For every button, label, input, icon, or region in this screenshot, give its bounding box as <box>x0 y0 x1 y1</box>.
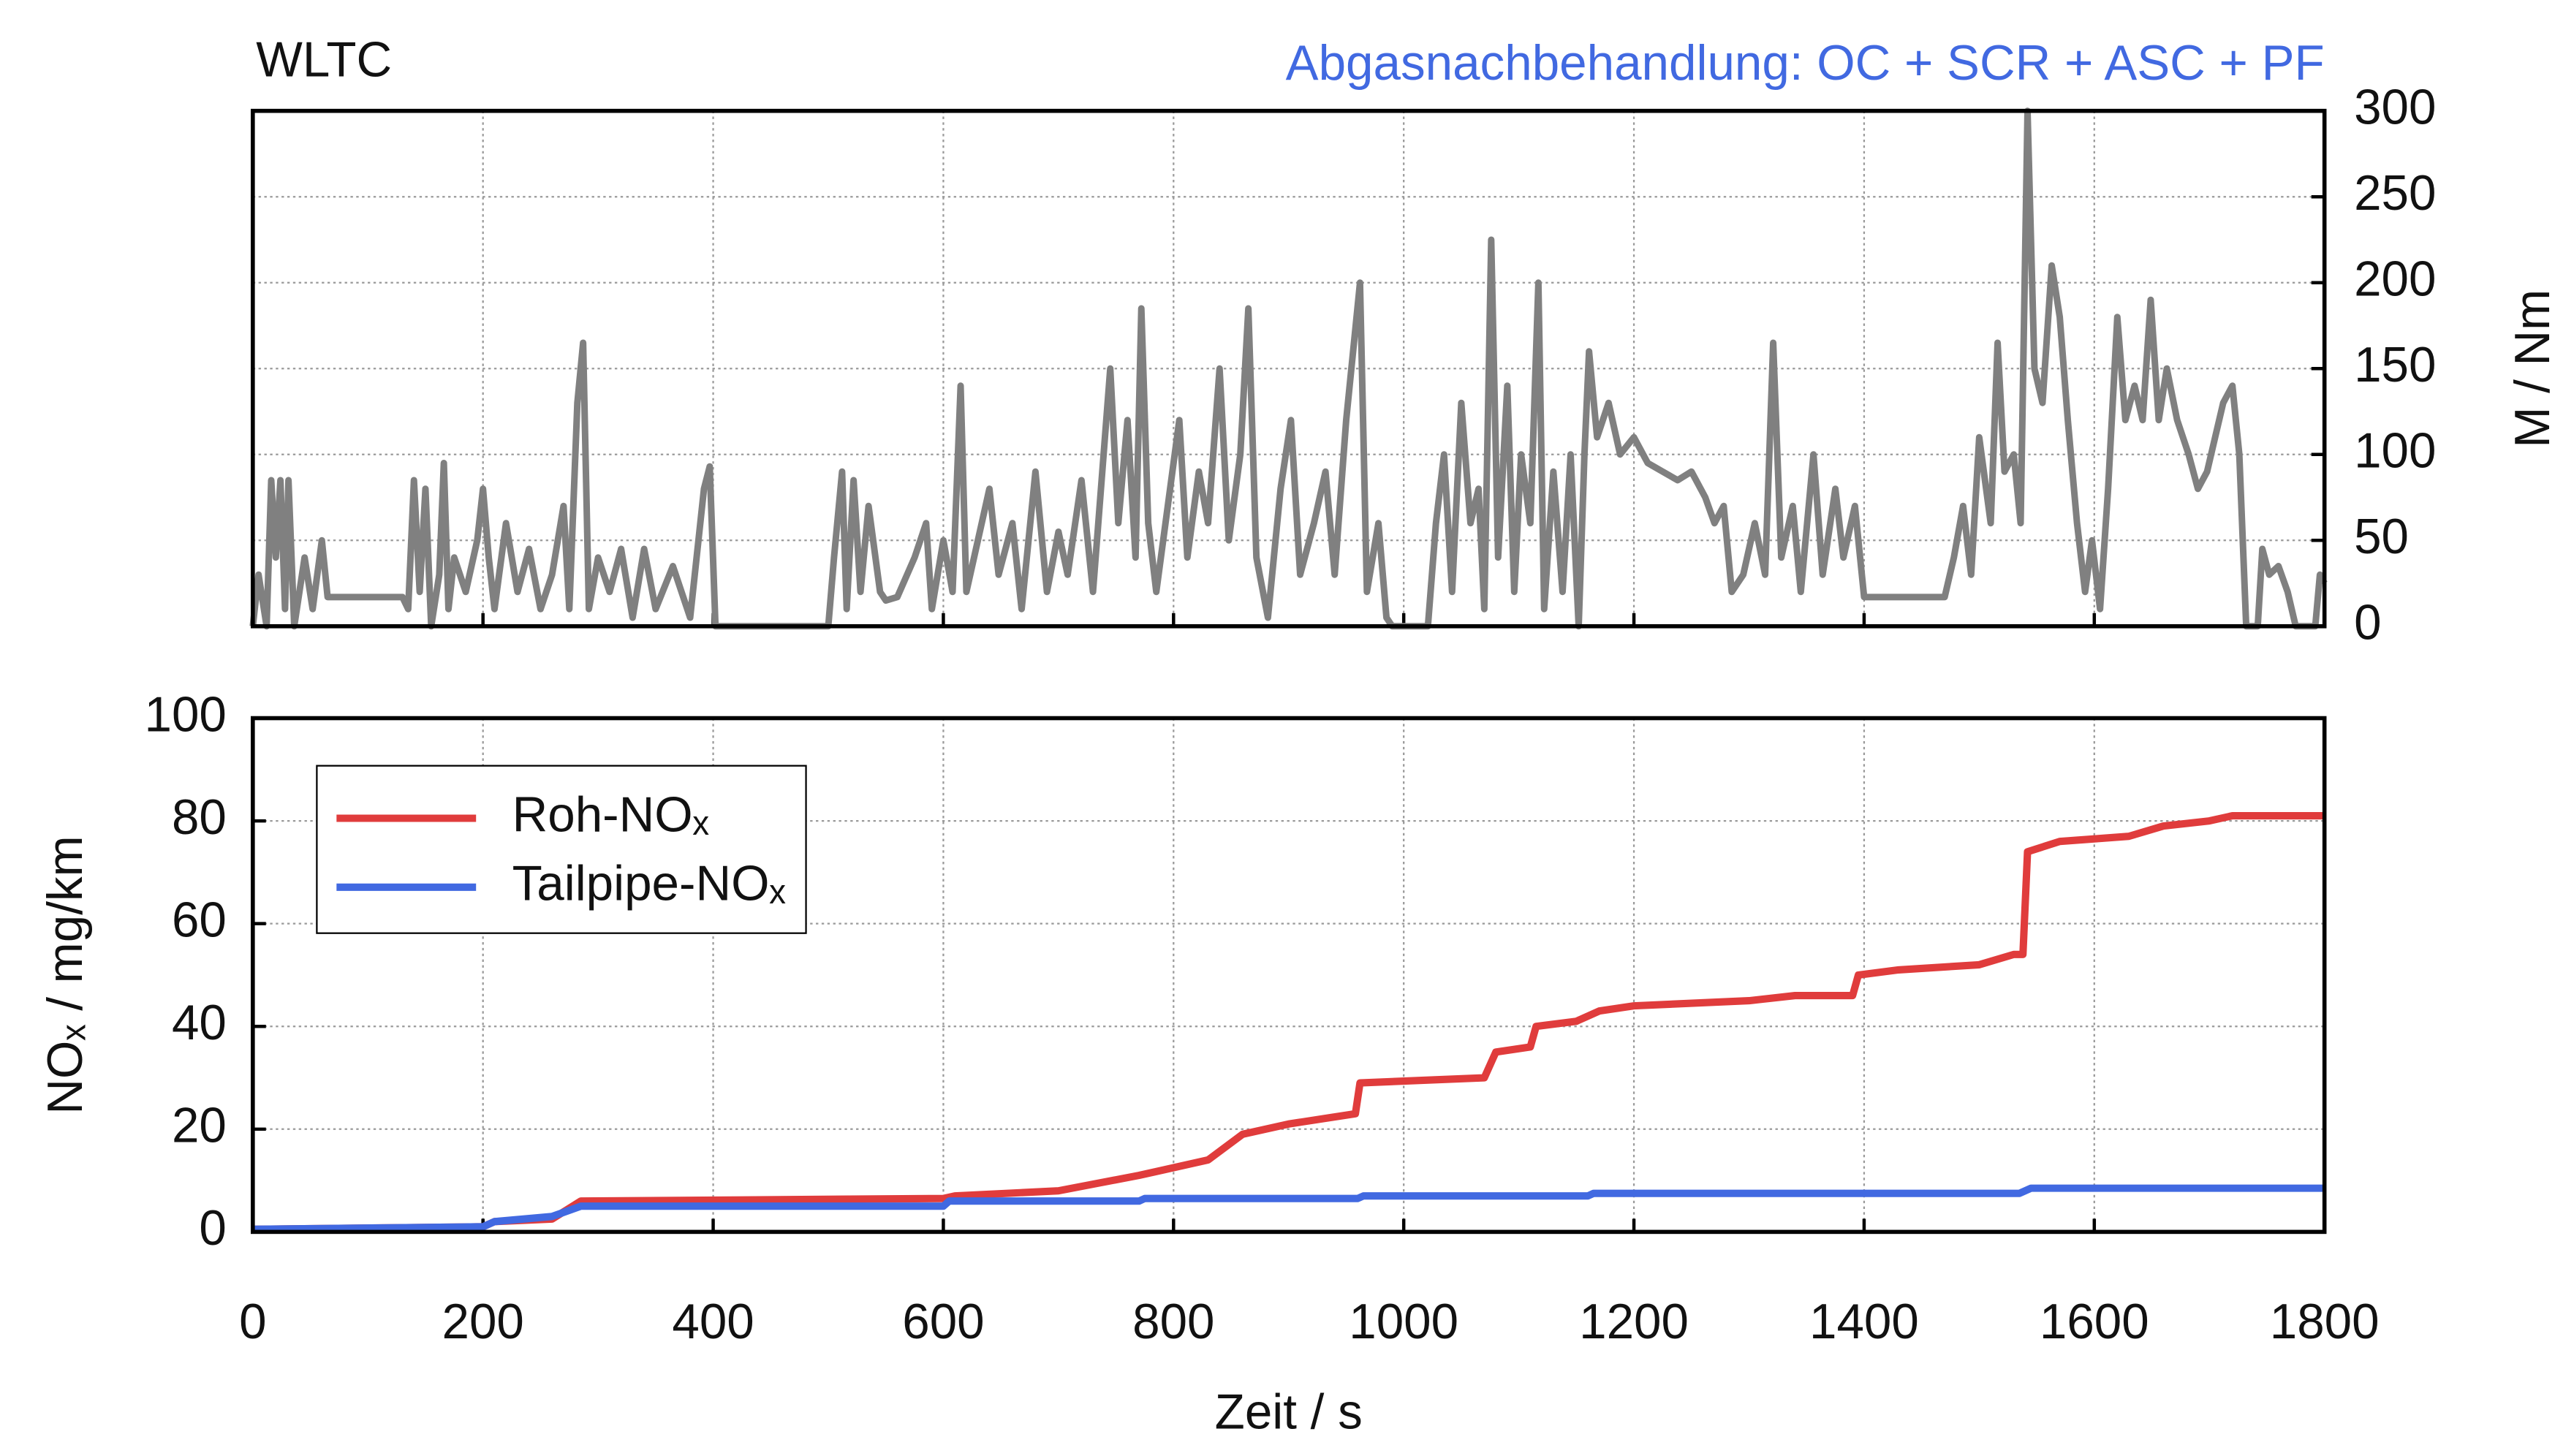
x-tick-label: 400 <box>672 1294 754 1349</box>
y-tick-label: 200 <box>2354 252 2436 307</box>
data-line <box>252 812 2325 1233</box>
x-tick-label: 200 <box>442 1294 523 1349</box>
y-tick-label: 100 <box>144 687 226 742</box>
plot-frame <box>251 716 2327 1235</box>
y-tick-label: 50 <box>2354 509 2409 564</box>
x-tick-label: 1800 <box>2270 1294 2380 1349</box>
y-tick-label: 150 <box>2354 338 2436 393</box>
x-tick-label: 1200 <box>1579 1294 1689 1349</box>
x-axis-label: Zeit / s <box>1215 1385 1363 1440</box>
x-tick-label: 0 <box>239 1294 266 1349</box>
legend-label: Tailpipe-NOₓ <box>512 857 786 911</box>
y-axis-label: NOₓ / mg/km <box>38 835 93 1114</box>
data-line <box>249 107 2328 630</box>
y-tick-label: 0 <box>2354 596 2381 651</box>
y-tick-label: 300 <box>2354 80 2436 134</box>
data-line <box>252 1184 2325 1233</box>
x-tick-label: 1600 <box>2040 1294 2149 1349</box>
y-tick-label: 0 <box>199 1201 226 1256</box>
x-tick-label: 1400 <box>1809 1294 1919 1349</box>
legend-box <box>316 765 807 934</box>
y-tick-label: 20 <box>172 1099 227 1153</box>
y-tick-label: 80 <box>172 790 227 845</box>
y-tick-label: 60 <box>172 892 227 947</box>
x-tick-label: 1000 <box>1349 1294 1458 1349</box>
chart-subtitle: Abgasnachbehandlung: OC + SCR + ASC + PF <box>1286 36 2325 91</box>
x-tick-label: 600 <box>902 1294 984 1349</box>
y-tick-label: 250 <box>2354 166 2436 221</box>
x-tick-label: 800 <box>1132 1294 1214 1349</box>
chart-title: WLTC <box>256 32 392 87</box>
y-axis-label: M / Nm <box>2505 289 2560 448</box>
y-tick-label: 100 <box>2354 424 2436 479</box>
y-tick-label: 40 <box>172 996 227 1050</box>
legend-label: Roh-NOₓ <box>512 787 709 842</box>
plot-frame <box>251 108 2327 629</box>
